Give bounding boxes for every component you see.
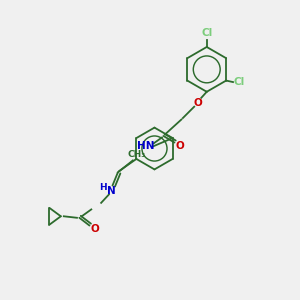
Text: O: O [176, 140, 184, 151]
Text: Cl: Cl [201, 28, 212, 38]
Text: CH₃: CH₃ [128, 150, 146, 159]
Text: Cl: Cl [234, 77, 245, 87]
Text: H: H [99, 183, 107, 192]
Text: O: O [194, 98, 202, 108]
Text: HN: HN [137, 141, 154, 152]
Text: O: O [91, 224, 99, 234]
Text: N: N [107, 186, 116, 196]
